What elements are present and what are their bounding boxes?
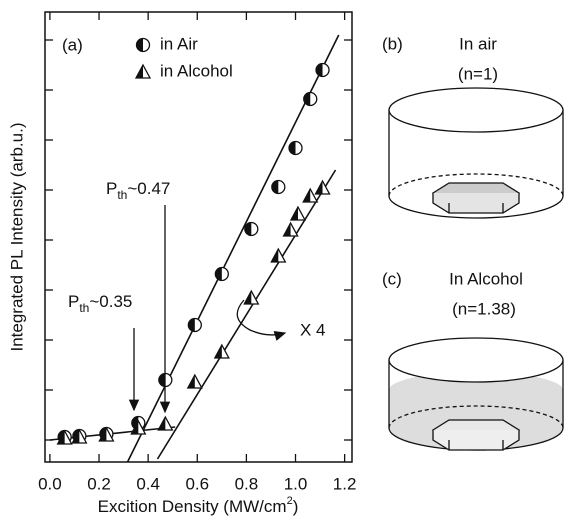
marker-half xyxy=(289,142,295,155)
annotation: Pth~0.47 xyxy=(106,179,170,202)
legend-marker xyxy=(136,65,150,78)
panel-label: (a) xyxy=(62,35,83,54)
ann-sub: th xyxy=(79,301,89,315)
marker-half xyxy=(272,181,279,194)
data-point xyxy=(291,207,305,220)
data-point xyxy=(272,181,285,194)
beaker xyxy=(389,338,563,450)
ann-main: P xyxy=(68,292,79,311)
beaker xyxy=(389,88,563,218)
plot: 0.0 0.2 0.4 0.6 0.8 1.0 1.2 in Air in Alcohol xyxy=(38,12,356,493)
data-point xyxy=(188,319,201,332)
x-axis-label: Excition Density (MW/cm2) xyxy=(98,495,299,517)
x-tick-label: 1.2 xyxy=(333,474,357,493)
legend-label: in Alcohol xyxy=(160,61,233,80)
x-tick-label: 0.4 xyxy=(136,474,160,493)
panel-label: (c) xyxy=(382,269,402,288)
data-point xyxy=(316,64,329,77)
fit-line xyxy=(157,170,335,459)
ann-rest: ~0.35 xyxy=(89,292,132,311)
x-tick-label: 0.2 xyxy=(87,474,111,493)
ann-rest: ~0.47 xyxy=(127,179,170,198)
figure: 0.0 0.2 0.4 0.6 0.8 1.0 1.2 in Air in Alcohol (a… xyxy=(0,0,564,522)
data-point xyxy=(303,189,317,202)
medium: In air xyxy=(459,34,497,53)
x-tick-label: 1.0 xyxy=(284,474,308,493)
x-tick-label: 0.8 xyxy=(235,474,259,493)
panel-label: (b) xyxy=(382,34,403,53)
x-tick-label: 0.6 xyxy=(185,474,209,493)
marker-half xyxy=(316,64,322,77)
x-label-main: Excition Density (MW/cm xyxy=(98,497,287,516)
index: (n=1) xyxy=(458,64,498,83)
data-point xyxy=(284,223,298,236)
x-label-rest: ) xyxy=(293,497,299,516)
index: (n=1.38) xyxy=(452,299,516,318)
legend-label: in Air xyxy=(160,34,198,53)
data-point xyxy=(289,142,302,155)
data-point xyxy=(245,223,258,236)
ann-sub: th xyxy=(117,188,127,202)
ann-main: P xyxy=(106,179,117,198)
marker-half xyxy=(215,268,221,281)
annotation: Pth~0.35 xyxy=(68,292,132,315)
data-point xyxy=(215,268,228,281)
marker-half xyxy=(137,39,144,52)
legend-marker xyxy=(137,39,150,52)
y-axis-label: Integrated PL Intensity (arb.u.) xyxy=(7,123,26,352)
data-point xyxy=(304,93,317,106)
marker-half xyxy=(188,319,194,332)
x-tick-label: 0.0 xyxy=(38,474,62,493)
annotation: X 4 xyxy=(300,320,326,339)
data-point xyxy=(188,375,202,388)
data-point xyxy=(158,417,172,430)
medium: In Alcohol xyxy=(449,269,523,288)
